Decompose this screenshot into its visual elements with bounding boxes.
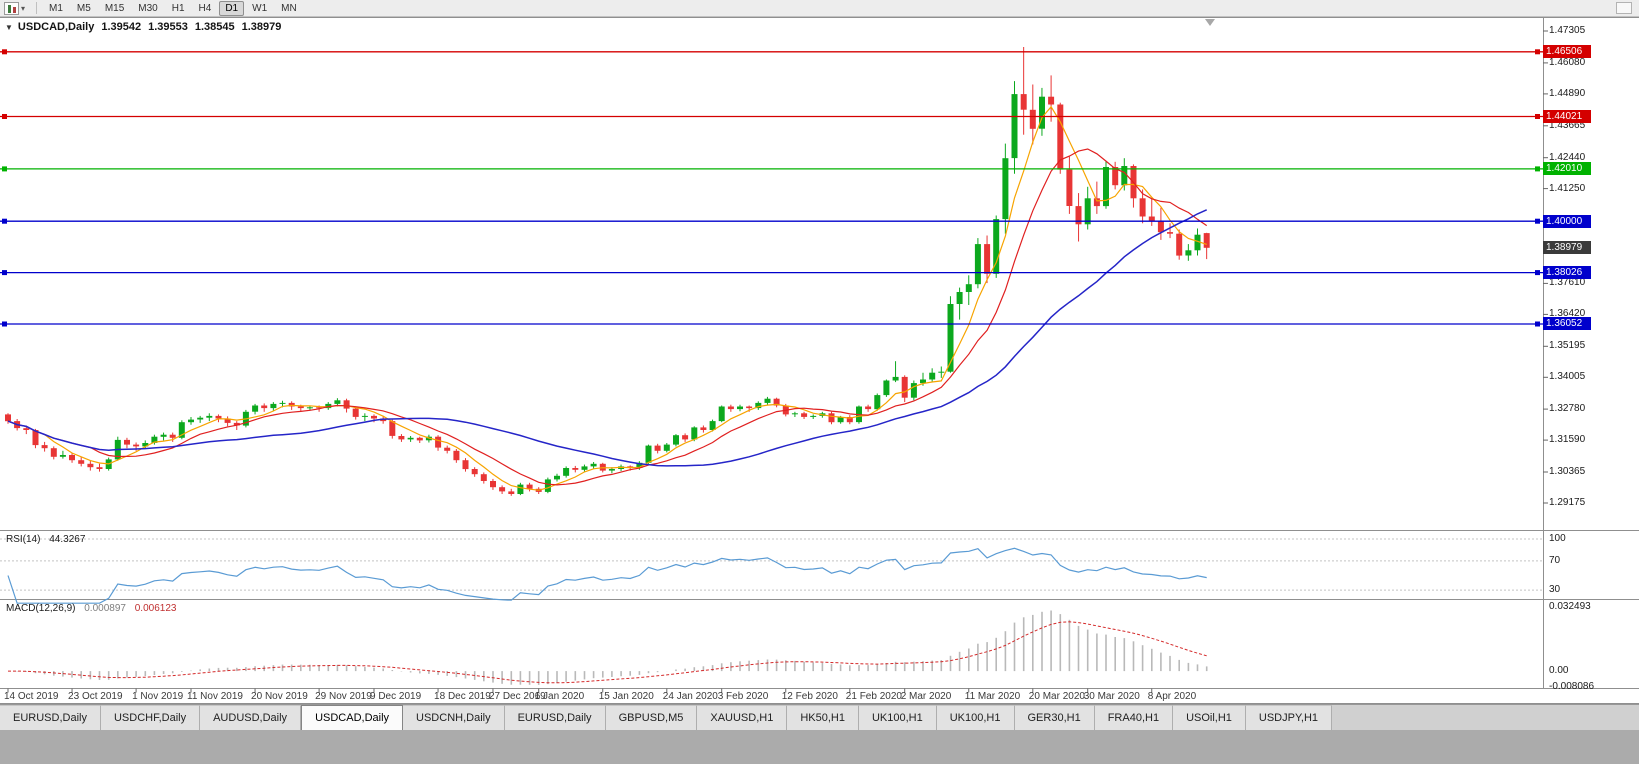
timeframe-button-m1[interactable]: M1 xyxy=(49,2,63,14)
chart-ohlc-header: ▼ USDCAD,Daily 1.39542 1.39553 1.38545 1… xyxy=(5,21,281,33)
price-axis-label: 1.37610 xyxy=(1549,277,1586,289)
price-line-tag: 1.38026 xyxy=(1543,266,1591,280)
date-axis-label: 1 Nov 2019 xyxy=(132,691,184,702)
time-axis[interactable]: 14 Oct 2019 23 Oct 2019 1 Nov 2019 11 Nov 2… xyxy=(0,691,1543,704)
timeframe-button-m5[interactable]: M5 xyxy=(76,2,91,14)
chart-symbol-label: USDCAD,Daily xyxy=(17,21,95,33)
price-axis-label: 1.34005 xyxy=(1549,371,1586,383)
chart-tab-fra40-h1[interactable]: FRA40,H1 xyxy=(1094,705,1174,730)
macd-signal-value: 0.006123 xyxy=(134,603,177,614)
chart-tab-xauusd-h1[interactable]: XAUUSD,H1 xyxy=(697,705,788,730)
macd-axis-zero-label: 0.00 xyxy=(1549,665,1569,677)
date-axis-label: 23 Oct 2019 xyxy=(68,691,123,702)
price-axis-label: 1.47305 xyxy=(1549,25,1586,36)
chart-tab-gbpusd-m5[interactable]: GBPUSD,M5 xyxy=(605,705,698,730)
price-axis-label: 1.30365 xyxy=(1549,466,1586,478)
date-axis-label: 21 Feb 2020 xyxy=(845,691,902,702)
timeframe-button-d1[interactable]: D1 xyxy=(219,0,245,16)
date-axis-label: 14 Oct 2019 xyxy=(4,691,59,702)
date-axis-label: 12 Feb 2020 xyxy=(781,691,838,702)
chart-tab-eurusd-daily[interactable]: EURUSD,Daily xyxy=(504,705,606,730)
chart-tab-usdchf-daily[interactable]: USDCHF,Daily xyxy=(100,705,201,730)
chart-tab-usdcad-daily[interactable]: USDCAD,Daily xyxy=(301,705,404,730)
price-axis-label: 1.35195 xyxy=(1549,340,1586,352)
toolbar: ▾ M1 M5 M15 M30 H1 H4 D1 W1 MN xyxy=(0,0,1639,17)
macd-main-value: 0.000897 xyxy=(84,603,126,614)
macd-indicator-label: MACD(12,26,9) 0.000897 0.006123 xyxy=(6,603,176,614)
rsi-name: RSI(14) xyxy=(6,534,41,545)
price-axis-label: 1.32780 xyxy=(1549,403,1586,415)
price-axis-label: 1.44890 xyxy=(1549,87,1586,99)
date-axis-label: 24 Jan 2020 xyxy=(662,691,718,702)
timeframe-button-h4[interactable]: H4 xyxy=(198,2,212,14)
date-axis-label: 8 Apr 2020 xyxy=(1147,691,1197,702)
chart-tab-audusd-daily[interactable]: AUDUSD,Daily xyxy=(200,705,302,730)
timeframe-toolbar: M1 M5 M15 M30 H1 H4 D1 W1 MN xyxy=(42,0,304,16)
chart-tab-uk100-h1[interactable]: UK100,H1 xyxy=(936,705,1015,730)
macd-axis-min-label: -0.008086 xyxy=(1549,681,1595,692)
date-axis-label: 20 Nov 2019 xyxy=(251,691,308,702)
date-axis-label: 2 Mar 2020 xyxy=(900,691,952,702)
chart-tab-eurusd-daily[interactable]: EURUSD,Daily xyxy=(0,705,101,730)
date-axis-label: 15 Jan 2020 xyxy=(598,691,654,702)
rsi-value: 44.3267 xyxy=(49,534,86,545)
price-axis-label: 1.42440 xyxy=(1549,151,1586,163)
price-axis-label: 1.31590 xyxy=(1549,434,1586,446)
chart-tab-bar: EURUSD,Daily USDCHF,Daily AUDUSD,Daily USDC… xyxy=(0,704,1639,730)
ohlc-open-value: 1.39542 xyxy=(101,21,142,33)
ohlc-high-value: 1.39553 xyxy=(148,21,188,33)
ohlc-close-value: 1.38979 xyxy=(241,21,282,33)
date-axis-label: 30 Mar 2020 xyxy=(1083,691,1140,702)
one-click-collapse-icon[interactable]: ▼ xyxy=(5,22,13,32)
date-axis-label: 27 Dec 2019 xyxy=(488,691,546,702)
macd-axis-max-label: 0.032493 xyxy=(1549,601,1591,612)
price-axis-label: 1.29175 xyxy=(1549,497,1586,508)
chart-tab-usdcnh-daily[interactable]: USDCNH,Daily xyxy=(403,705,505,730)
rsi-indicator-label: RSI(14) 44.3267 xyxy=(6,534,85,545)
price-axis[interactable]: 1.47305 1.46080 1.44890 1.43665 1.42440 1.412… xyxy=(1543,17,1639,704)
price-line-tag: 1.36052 xyxy=(1543,317,1591,331)
date-axis-label: 29 Nov 2019 xyxy=(315,691,372,702)
candlestick-chart-icon[interactable] xyxy=(4,1,19,15)
toolbar-overflow-button[interactable] xyxy=(1616,2,1632,14)
rsi-axis-label: 100 xyxy=(1549,533,1566,544)
date-axis-label: 11 Nov 2019 xyxy=(187,691,243,702)
price-line-tag: 1.42010 xyxy=(1543,162,1591,176)
price-line-tag: 1.40000 xyxy=(1543,214,1591,228)
price-axis-label: 1.46080 xyxy=(1549,56,1586,68)
chart-tab-hk50-h1[interactable]: HK50,H1 xyxy=(787,705,859,730)
bottom-strip xyxy=(0,730,1639,764)
ohlc-low-value: 1.38545 xyxy=(194,21,235,33)
chart-type-dropdown-icon[interactable]: ▾ xyxy=(21,3,26,13)
date-axis-label: 18 Dec 2019 xyxy=(434,691,491,702)
timeframe-button-m15[interactable]: M15 xyxy=(104,2,125,14)
timeframe-button-m30[interactable]: M30 xyxy=(138,2,158,14)
price-axis-label: 1.36420 xyxy=(1549,308,1586,320)
date-axis-label: 9 Dec 2019 xyxy=(370,691,422,702)
chart-shift-marker xyxy=(1205,19,1215,26)
timeframe-button-mn[interactable]: MN xyxy=(281,2,297,14)
price-axis-label: 1.41250 xyxy=(1549,182,1586,194)
rsi-axis-label: 70 xyxy=(1549,554,1561,566)
macd-name: MACD(12,26,9) xyxy=(6,603,76,614)
date-axis-label: 20 Mar 2020 xyxy=(1028,691,1085,702)
price-line-tag: 1.46506 xyxy=(1543,45,1591,59)
date-axis-label: 6 Jan 2020 xyxy=(534,691,585,702)
price-line-tag: 1.44021 xyxy=(1543,109,1591,123)
chart-tab-uk100-h1[interactable]: UK100,H1 xyxy=(858,705,937,730)
chart-tab-usdjpy-h1[interactable]: USDJPY,H1 xyxy=(1245,705,1333,730)
chart-tab-ger30-h1[interactable]: GER30,H1 xyxy=(1014,705,1095,730)
rsi-axis-label: 30 xyxy=(1549,584,1561,596)
date-axis-label: 3 Feb 2020 xyxy=(717,691,769,702)
timeframe-button-w1[interactable]: W1 xyxy=(252,2,268,14)
current-price-tag: 1.38979 xyxy=(1543,241,1591,255)
toolbar-separator xyxy=(36,2,38,14)
date-axis-label: 11 Mar 2020 xyxy=(964,691,1021,702)
chart-tab-usoil-h1[interactable]: USOil,H1 xyxy=(1173,705,1246,730)
price-axis-label: 1.43665 xyxy=(1549,119,1586,131)
timeframe-button-h1[interactable]: H1 xyxy=(171,2,185,14)
